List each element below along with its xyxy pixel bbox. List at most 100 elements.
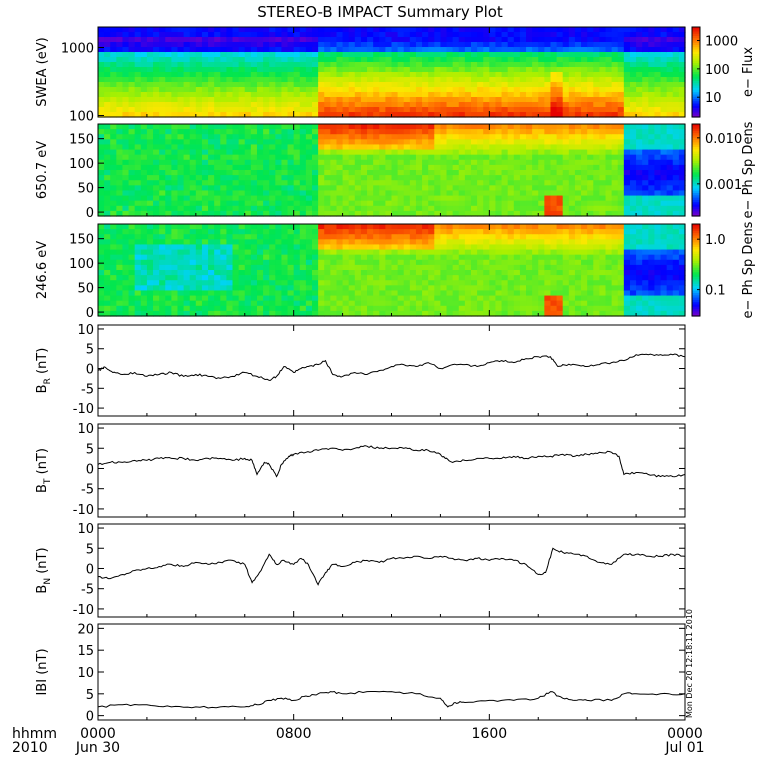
spectrogram-cell bbox=[422, 129, 429, 135]
spectrogram-cell bbox=[678, 92, 686, 98]
spectrogram-cell bbox=[629, 164, 637, 171]
spectrogram-cell bbox=[342, 149, 350, 156]
spectrogram-cell bbox=[312, 259, 319, 266]
spectrogram-cell bbox=[477, 224, 484, 230]
spectrogram-cell bbox=[617, 139, 625, 146]
spectrogram-cell bbox=[666, 82, 674, 88]
spectrogram-cell bbox=[281, 47, 289, 53]
spectrogram-cell bbox=[244, 249, 252, 256]
spectrogram-cell bbox=[275, 37, 283, 43]
spectrogram-cell bbox=[617, 149, 625, 156]
spectrogram-cell bbox=[373, 234, 380, 240]
spectrogram-cell bbox=[128, 185, 136, 192]
spectrogram-cell bbox=[648, 205, 656, 212]
spectrogram-cell bbox=[318, 195, 325, 202]
spectrogram-cell bbox=[250, 264, 258, 271]
spectrogram-cell bbox=[342, 224, 350, 230]
spectrogram-cell bbox=[403, 27, 411, 33]
spectrogram-cell bbox=[544, 175, 552, 181]
spectrogram-cell bbox=[195, 234, 203, 240]
spectrogram-cell bbox=[318, 264, 325, 271]
spectrogram-cell bbox=[440, 107, 448, 113]
spectrogram-cell bbox=[263, 300, 270, 307]
spectrogram-cell bbox=[146, 280, 154, 286]
spectrogram-cell bbox=[305, 57, 313, 63]
spectrogram-cell bbox=[110, 285, 117, 292]
spectrogram-cell bbox=[495, 67, 503, 73]
spectrogram-cell bbox=[379, 67, 386, 73]
spectrogram-cell bbox=[232, 97, 240, 103]
spectrogram-cell bbox=[177, 82, 185, 88]
colorbar-step bbox=[692, 83, 700, 87]
spectrogram-cell bbox=[446, 134, 454, 140]
spectrogram-cell bbox=[348, 280, 356, 286]
spectrogram-cell bbox=[611, 149, 619, 156]
spectrogram-cell bbox=[208, 270, 215, 276]
spectrogram-cell bbox=[312, 175, 319, 181]
spectrogram-cell bbox=[281, 259, 289, 266]
colorbar-step bbox=[692, 179, 700, 183]
spectrogram-cell bbox=[581, 87, 588, 93]
spectrogram-cell bbox=[226, 170, 234, 176]
spectrogram-cell bbox=[324, 82, 331, 88]
spectrogram-cell bbox=[678, 170, 686, 176]
spectrogram-cell bbox=[532, 290, 539, 297]
spectrogram-cell bbox=[98, 129, 105, 135]
spectrogram-cell bbox=[599, 149, 607, 156]
colorbar-step bbox=[692, 81, 700, 84]
spectrogram-cell bbox=[660, 52, 668, 58]
spectrogram-cell bbox=[464, 97, 472, 103]
spectrogram-cell bbox=[562, 205, 570, 212]
spectrogram-cell bbox=[208, 244, 215, 251]
spectrogram-cell bbox=[623, 72, 631, 78]
spectrogram-cell bbox=[458, 244, 466, 251]
spectrogram-cell bbox=[544, 195, 552, 202]
spectrogram-cell bbox=[452, 27, 460, 33]
spectrogram-cell bbox=[360, 239, 368, 246]
spectrogram-cell bbox=[587, 200, 594, 207]
spectrogram-cell bbox=[250, 270, 258, 276]
spectrogram-cell bbox=[165, 310, 172, 317]
spectrogram-cell bbox=[501, 72, 509, 78]
spectrogram-cell bbox=[256, 52, 264, 58]
spectrogram-cell bbox=[446, 67, 454, 73]
spectrogram-cell bbox=[587, 102, 594, 108]
spectrogram-cell bbox=[513, 200, 521, 207]
spectrogram-cell bbox=[140, 205, 148, 212]
spectrogram-cell bbox=[513, 300, 521, 307]
spectrogram-cell bbox=[587, 180, 594, 186]
spectrogram-cell bbox=[171, 275, 179, 281]
spectrogram-cell bbox=[214, 229, 221, 235]
spectrogram-cell bbox=[330, 129, 338, 135]
spectrogram-cell bbox=[519, 249, 527, 256]
spectrogram-cell bbox=[550, 229, 558, 235]
colorbar-step bbox=[692, 211, 700, 215]
spectrogram-cell bbox=[574, 57, 582, 63]
spectrogram-cell bbox=[470, 195, 478, 202]
spectrogram-cell bbox=[367, 305, 374, 312]
spectrogram-cell bbox=[550, 200, 558, 207]
spectrogram-cell bbox=[623, 37, 631, 43]
spectrogram-cell bbox=[360, 77, 368, 83]
spectrogram-cell bbox=[617, 62, 625, 68]
spectrogram-cell bbox=[281, 285, 289, 292]
spectrogram-cell bbox=[519, 134, 527, 140]
spectrogram-cell bbox=[440, 47, 448, 53]
spectrogram-cell bbox=[562, 62, 570, 68]
spectrogram-cell bbox=[110, 57, 117, 63]
spectrogram-cell bbox=[250, 244, 258, 251]
spectrogram-cell bbox=[263, 47, 270, 53]
spectrogram-cell bbox=[287, 102, 295, 108]
spectrogram-cell bbox=[244, 185, 252, 192]
spectrogram-cell bbox=[434, 82, 442, 88]
spectrogram-cell bbox=[550, 62, 558, 68]
spectrogram-cell bbox=[526, 87, 533, 93]
spectrogram-cell bbox=[348, 134, 356, 140]
spectrogram-cell bbox=[495, 185, 503, 192]
spectrogram-cell bbox=[495, 305, 503, 312]
spectrogram-cell bbox=[550, 210, 558, 217]
spectrogram-cell bbox=[348, 102, 356, 108]
spectrogram-cell bbox=[146, 310, 154, 317]
spectrogram-cell bbox=[116, 285, 124, 292]
spectrogram-cell bbox=[636, 175, 643, 181]
